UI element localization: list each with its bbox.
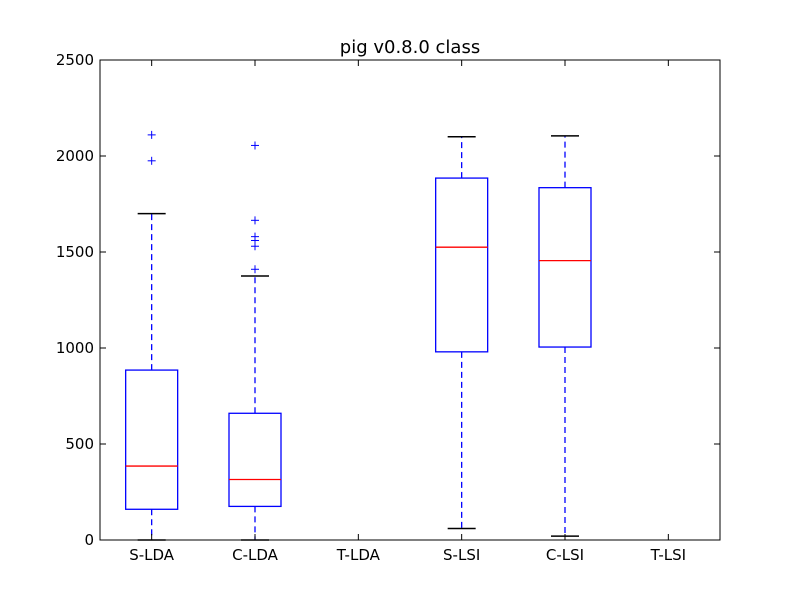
y-tick-label: 2000 bbox=[56, 147, 94, 165]
plot-area bbox=[125, 130, 592, 541]
chart-title: pig v0.8.0 class bbox=[340, 37, 480, 58]
x-tick-label: T-LSI bbox=[650, 546, 687, 564]
x-tick-label: C-LDA bbox=[232, 546, 279, 564]
y-tick-label: 1500 bbox=[56, 243, 94, 261]
box-c-lsi bbox=[538, 135, 592, 537]
outlier-point bbox=[147, 130, 156, 139]
box-c-lda bbox=[228, 141, 282, 541]
iqr-box bbox=[125, 369, 179, 510]
axes: 0 500 1000 1500 2000 2500 S-LDA C-LDA T-LDA S-LSI… bbox=[56, 51, 721, 564]
y-tick-label: 2500 bbox=[56, 51, 94, 69]
box-s-lda bbox=[125, 130, 179, 541]
plot-frame bbox=[99, 59, 721, 541]
outlier-point bbox=[251, 265, 259, 274]
x-tick-label: C-LSI bbox=[546, 546, 584, 564]
box-s-lsi bbox=[435, 136, 489, 530]
y-tick-label: 1000 bbox=[56, 339, 94, 357]
x-tick-label: S-LDA bbox=[129, 546, 175, 564]
iqr-box bbox=[228, 412, 282, 508]
y-tick-label: 0 bbox=[84, 531, 94, 549]
iqr-box bbox=[538, 187, 592, 348]
outlier-point bbox=[251, 216, 259, 225]
x-tick-label: S-LSI bbox=[443, 546, 480, 564]
y-tick-label: 500 bbox=[65, 435, 94, 453]
x-tick-label: T-LDA bbox=[336, 546, 381, 564]
outlier-point bbox=[251, 232, 259, 241]
outlier-point bbox=[147, 156, 156, 165]
outlier-point bbox=[251, 141, 259, 150]
iqr-box bbox=[435, 177, 489, 353]
